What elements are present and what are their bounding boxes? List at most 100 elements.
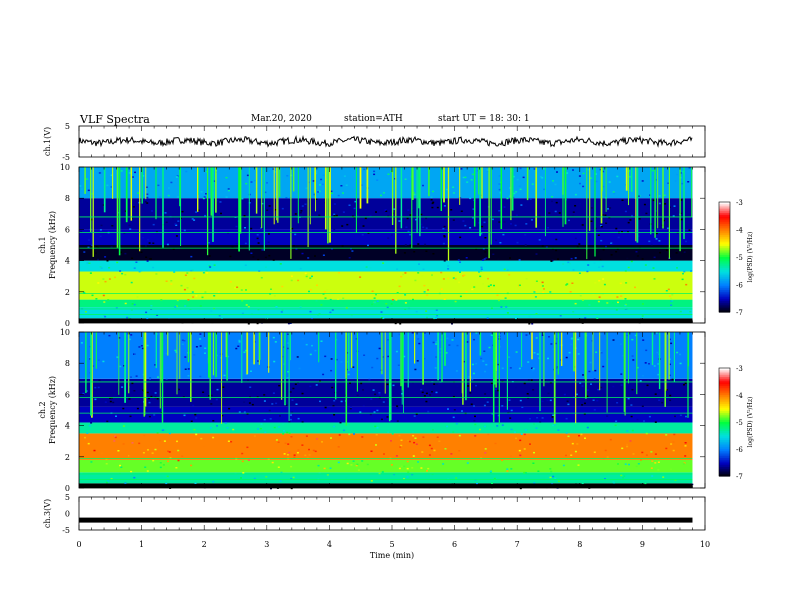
ch2-spectrogram-speckle — [290, 436, 293, 438]
ch1-spectrogram-speckle — [611, 302, 614, 304]
ch1-spectrogram-speckle — [106, 184, 109, 187]
ch2-spectrogram-speckle — [518, 367, 521, 370]
ch1-spectrogram-speckle — [353, 216, 356, 219]
ch2-spectrogram-speckle — [105, 458, 108, 461]
ch1-spectrogram-speckle — [357, 193, 360, 195]
ch2-spectrogram-colorbar-step — [719, 371, 730, 374]
ch2-spectrogram-speckle — [428, 444, 431, 447]
ch2-spectrogram-speckle — [381, 471, 384, 473]
ch2-spectrogram-speckle — [435, 444, 438, 446]
ch1-spectrogram-colorbar-frame — [718, 201, 731, 313]
ch2-spectrogram-speckle — [104, 401, 107, 403]
ch1-spectrogram-speckle — [351, 250, 354, 252]
ch1-spectrogram-speckle — [315, 198, 318, 200]
ch1-spectrogram-speckle — [624, 298, 627, 300]
ch1-spectrogram-speckle — [404, 272, 407, 274]
ch1-spectrogram-speckle — [450, 209, 453, 211]
ch2-spectrogram-speckle — [436, 436, 439, 438]
ch2-spectrogram-speckle — [606, 415, 609, 417]
ch2-spectrogram-speckle — [122, 443, 125, 445]
ch2-spectrogram-speckle — [119, 365, 122, 368]
ch1-spectrogram-speckle — [367, 232, 370, 234]
ch1-spectrogram-speckle — [443, 260, 446, 262]
ch1-spectrogram-speckle — [89, 272, 92, 274]
ch1-spectrogram-speckle — [333, 203, 336, 205]
ch2-spectrogram-colorbar-step — [719, 458, 730, 461]
ch2-spectrogram-speckle — [617, 463, 619, 465]
ch2-spectrogram-speckle — [131, 382, 134, 385]
ch1-spectrogram-ylabel: Frequency (kHz) — [48, 211, 57, 279]
ch2-spectrogram-speckle — [168, 432, 171, 435]
ch1-spectrogram-speckle — [615, 309, 618, 311]
ch1-spectrogram-speckle — [202, 272, 205, 274]
ch1-spectrogram-speckle — [436, 314, 439, 317]
ch1-spectrogram-speckle — [610, 242, 613, 244]
ch2-spectrogram-speckle — [654, 462, 657, 464]
ch2-spectrogram-speckle — [135, 375, 138, 377]
ch1-spectrogram-speckle — [535, 280, 538, 282]
ch2-spectrogram-speckle — [175, 467, 178, 469]
ch1-spectrogram-colorbar-step — [719, 271, 730, 275]
ch2-spectrogram-speckle — [619, 343, 622, 345]
ch2-spectrogram-speckle — [220, 357, 223, 359]
ch1-spectrogram-speckle — [345, 184, 348, 186]
ch1-spectrogram-speckle — [308, 181, 311, 184]
ch1-spectrogram-speckle — [386, 306, 389, 309]
ch2-spectrogram-speckle — [650, 467, 653, 469]
ch2-spectrogram-speckle — [580, 433, 583, 436]
ch1-spectrogram-speckle — [260, 227, 262, 229]
ch1-spectrogram-speckle — [331, 248, 333, 250]
ch1-spectrogram-speckle — [615, 251, 618, 253]
ch2-spectrogram-speckle — [435, 341, 438, 343]
ch1-spectrogram-speckle — [680, 218, 683, 221]
ch2-spectrogram-speckle — [450, 453, 453, 455]
ch1-spectrogram-speckle — [157, 184, 160, 187]
ch2-spectrogram-speckle — [80, 342, 83, 344]
ch2-spectrogram-colorbar-step — [719, 468, 730, 472]
ch1-spectrogram-speckle — [682, 272, 684, 275]
ch1-spectrogram-speckle — [124, 252, 127, 255]
ch2-spectrogram-speckle — [316, 438, 318, 440]
ch2-spectrogram-speckle — [579, 382, 582, 384]
ch1-spectrogram-speckle — [423, 284, 426, 287]
ch2-spectrogram-speckle — [200, 437, 203, 440]
ch1-spectrogram-speckle — [363, 168, 366, 171]
ch1-spectrogram-speckle — [587, 264, 590, 266]
ch1-spectrogram-speckle — [104, 280, 107, 283]
ch1-spectrogram-speckle — [323, 291, 326, 293]
ch1-spectrogram-speckle — [146, 193, 149, 195]
ch2-spectrogram-speckle — [144, 409, 147, 411]
ch1-spectrogram-speckle — [417, 243, 420, 245]
ch2-spectrogram-speckle — [376, 427, 379, 429]
ch2-spectrogram-speckle — [304, 454, 307, 457]
ch1-spectrogram-speckle — [558, 212, 561, 214]
ch1-spectrogram-speckle — [241, 312, 244, 315]
ch2-spectrogram-speckle — [427, 410, 430, 413]
ch2-spectrogram-speckle — [352, 366, 355, 368]
ch2-spectrogram-speckle — [195, 417, 198, 419]
ch2-spectrogram-speckle — [588, 370, 591, 373]
ch2-spectrogram-speckle — [333, 414, 336, 416]
ch2-spectrogram-speckle — [378, 394, 381, 396]
ch2-spectrogram-speckle — [373, 411, 376, 413]
ch1-spectrogram-speckle — [177, 220, 180, 222]
ch2-spectrogram-speckle — [612, 385, 615, 388]
ch1-spectrogram-speckle — [552, 182, 555, 184]
ch1-spectrogram-speckle — [525, 223, 528, 225]
ch2-spectrogram-speckle — [146, 391, 149, 394]
ch1-spectrogram-speckle — [497, 258, 500, 260]
ch1-spectrogram-speckle — [208, 255, 211, 257]
ch2-spectrogram-speckle — [497, 414, 500, 417]
ch2-spectrogram-speckle — [508, 411, 511, 414]
ch1-spectrogram-speckle — [290, 279, 293, 282]
ch2-spectrogram-speckle — [543, 379, 546, 381]
ch1-spectrogram-speckle — [551, 259, 554, 262]
ch1-spectrogram-speckle — [519, 167, 522, 170]
ch2-spectrogram-speckle — [475, 332, 478, 334]
ch1-spectrogram-speckle — [464, 176, 467, 179]
ch1-spectrogram-speckle — [669, 206, 671, 208]
ch2-spectrogram-speckle — [501, 405, 504, 407]
ch2-spectrogram-speckle — [88, 425, 91, 427]
ch1-spectrogram-speckle — [86, 178, 88, 180]
ch1-spectrogram-speckle — [533, 291, 536, 293]
